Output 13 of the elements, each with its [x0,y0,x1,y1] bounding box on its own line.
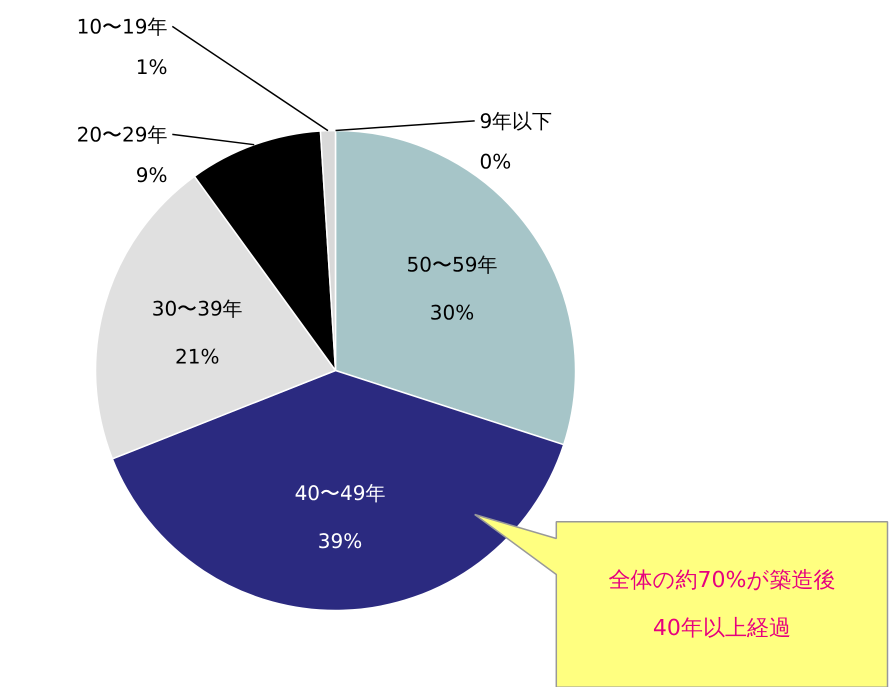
data-label: 9% [136,163,168,188]
slice-label: 20〜29年 [76,122,168,146]
text: 0% [480,150,512,174]
data-label: 39% [318,528,362,553]
text: 全体の約70%が築造後 40年以上経過 [608,568,836,641]
slice-label: 50〜59年 [406,252,498,276]
slice-label: 10〜19年 [76,14,168,38]
data-label: 1% [136,55,168,80]
slice-label: 40〜49年 [294,480,386,505]
data-label: 21% [174,344,220,369]
category-label: 9年以下 [480,108,552,133]
data-label: 30% [430,300,474,324]
slice-label: 30〜39年 [152,296,243,321]
